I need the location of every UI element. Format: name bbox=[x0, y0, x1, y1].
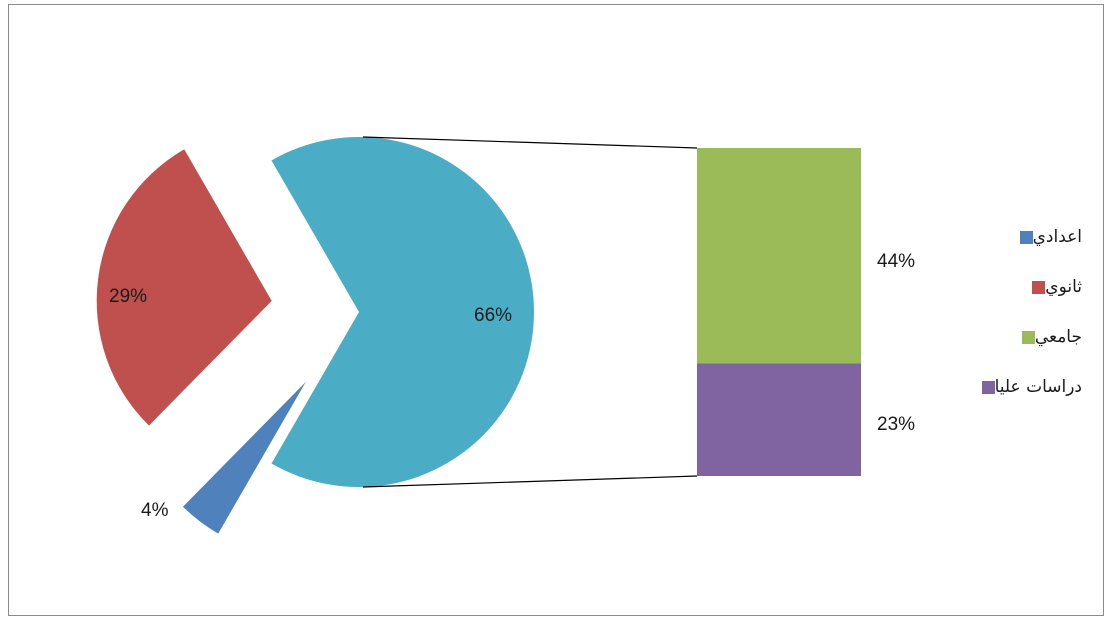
legend-swatch bbox=[1019, 230, 1033, 244]
legend-swatch bbox=[981, 380, 995, 394]
pie-slice-secondary bbox=[96, 149, 272, 426]
data-label-combined: 66% bbox=[474, 305, 512, 326]
legend-swatch bbox=[1021, 330, 1035, 344]
bar-segment-postgraduate bbox=[697, 363, 861, 476]
legend-item-university: جامعي bbox=[962, 326, 1082, 348]
legend-item-secondary: ثانوي bbox=[962, 276, 1082, 298]
connector-line-bottom bbox=[362, 475, 698, 488]
pie-slice-preparatory bbox=[182, 382, 306, 534]
legend-label: دراسات عليا bbox=[994, 377, 1082, 397]
data-label-postgraduate: 23% bbox=[877, 414, 915, 435]
legend: اعدادي ثانوي جامعي دراسات عليا bbox=[962, 226, 1082, 426]
legend-item-preparatory: اعدادي bbox=[962, 226, 1082, 248]
connector-line-top bbox=[362, 136, 698, 149]
pie-slice-combined bbox=[271, 137, 535, 488]
legend-item-postgraduate: دراسات عليا bbox=[962, 376, 1082, 398]
data-label-secondary: 29% bbox=[109, 286, 147, 307]
bar-segment-university bbox=[697, 148, 861, 364]
legend-label: جامعي bbox=[1034, 327, 1082, 347]
legend-label: ثانوي bbox=[1045, 277, 1082, 297]
data-label-preparatory: 4% bbox=[141, 500, 169, 521]
data-label-university: 44% bbox=[877, 251, 915, 272]
legend-swatch bbox=[1032, 280, 1046, 294]
legend-label: اعدادي bbox=[1032, 227, 1082, 247]
